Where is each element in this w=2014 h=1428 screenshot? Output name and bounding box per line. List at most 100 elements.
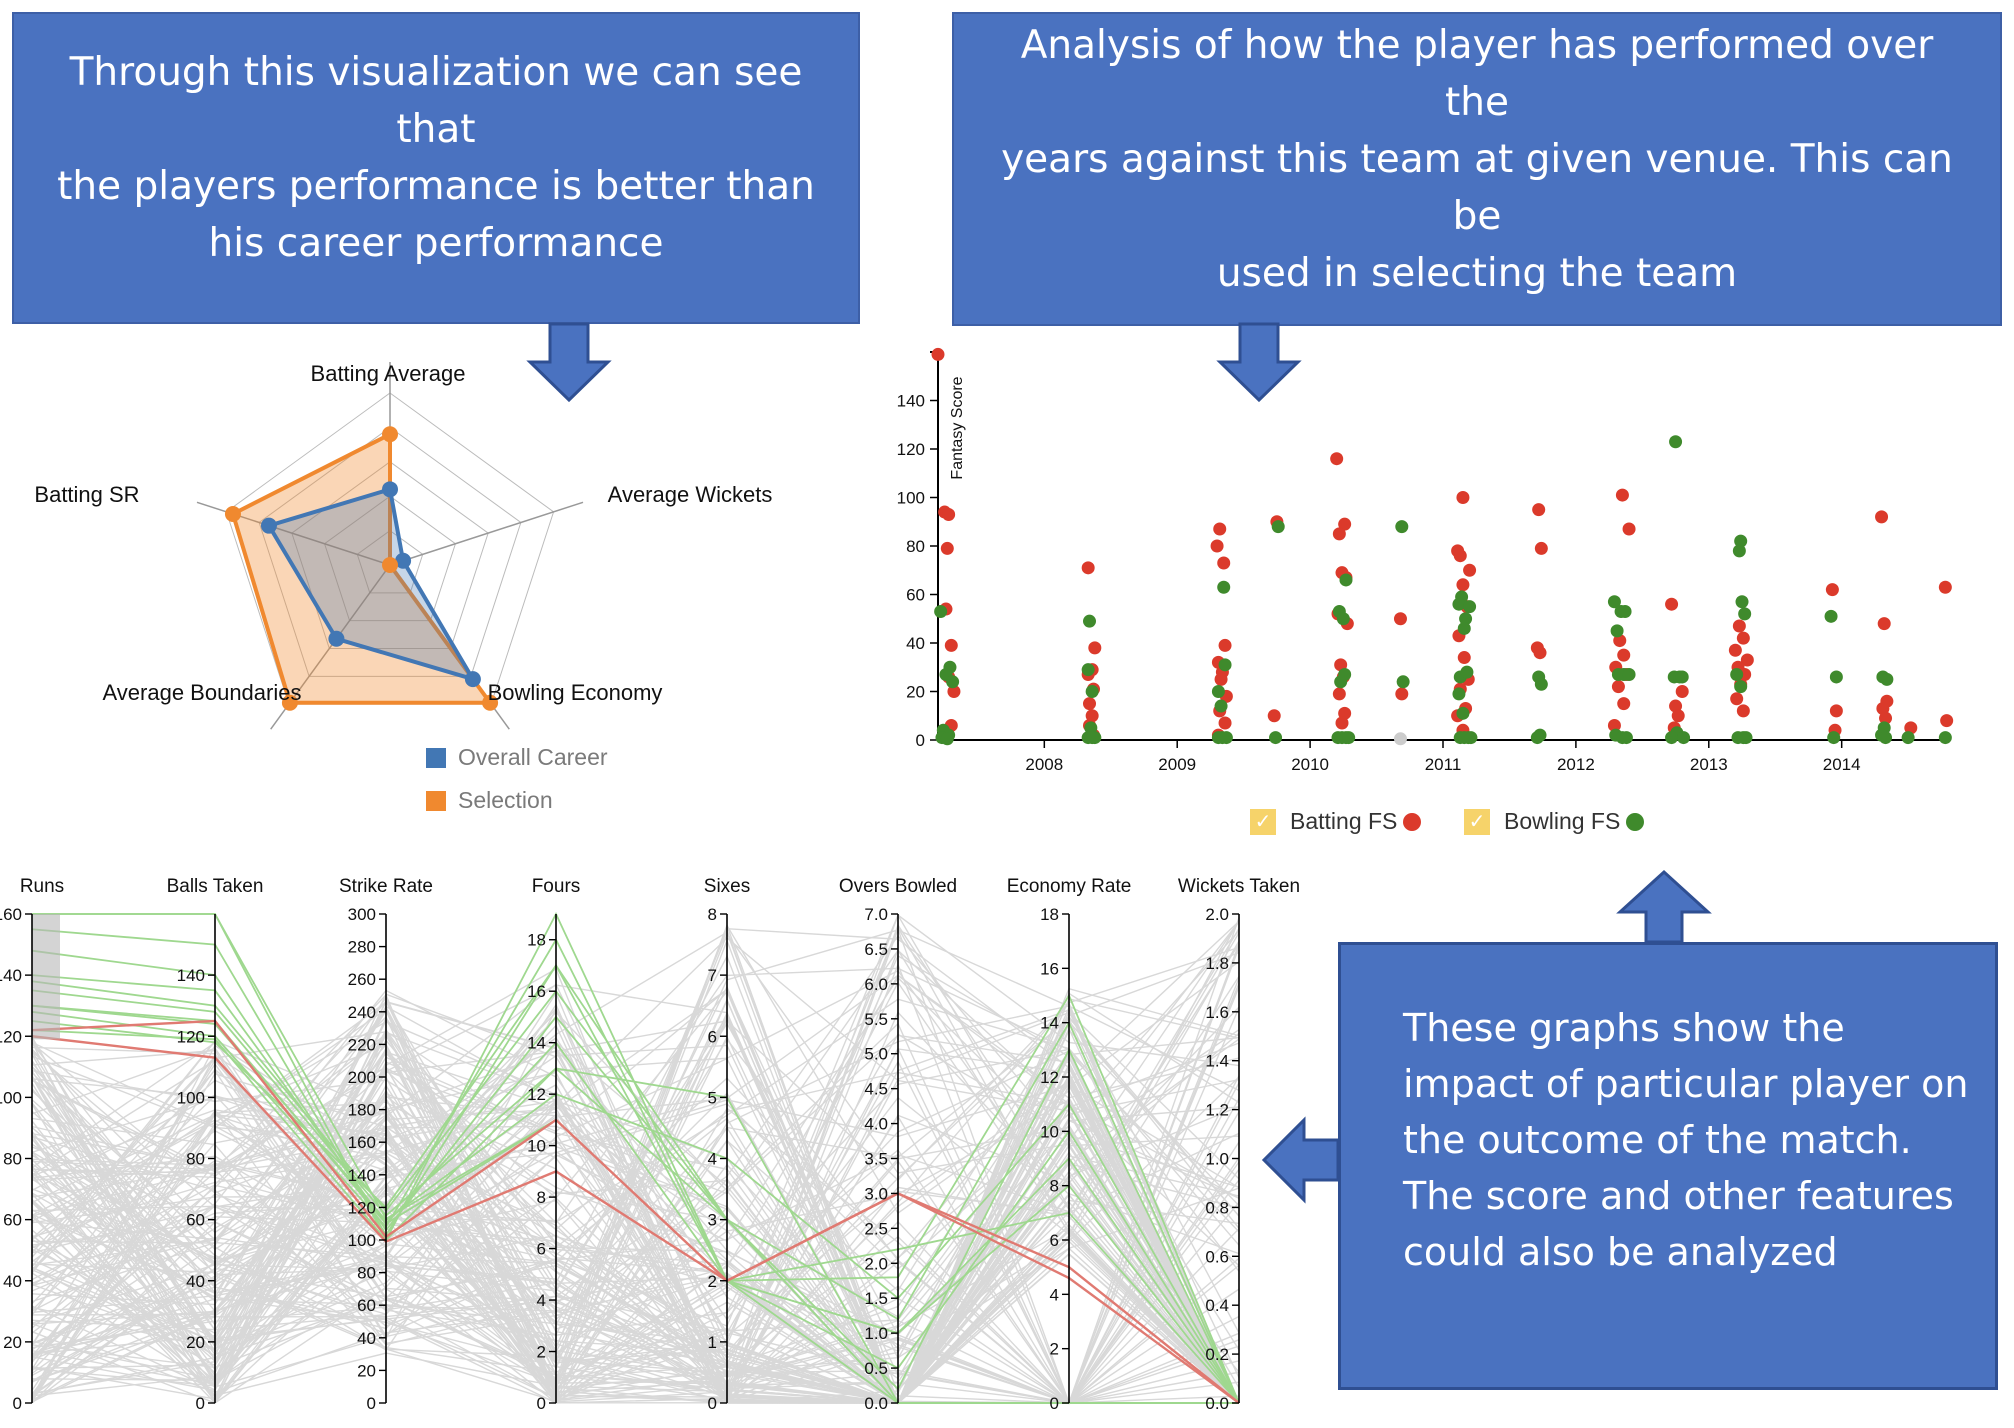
pc-tick-label: 8 <box>1050 1177 1059 1196</box>
scatter-point-bowling <box>1734 534 1748 548</box>
pc-axis-title: Sixes <box>704 876 750 897</box>
scatter-point-bowling <box>1827 731 1841 745</box>
pc-tick-label: 100 <box>177 1088 205 1107</box>
radar-area-1 <box>230 431 495 705</box>
radar-axis-label: Average Boundaries <box>103 680 302 705</box>
scatter-y-tick-label: 0 <box>916 731 925 750</box>
radar-grid-ring <box>323 495 457 622</box>
scatter-point-bowling <box>1336 612 1350 626</box>
scatter-point-bowling <box>1396 675 1410 689</box>
scatter-point-batting <box>1728 643 1742 657</box>
scatter-point-batting <box>942 507 956 521</box>
pc-tick-label: 10 <box>527 1137 546 1156</box>
pc-tick-label: 20 <box>357 1361 376 1380</box>
pc-tick-label: 120 <box>0 1027 22 1046</box>
scatter-point-bowling <box>1456 706 1470 720</box>
scatter-point-bowling <box>1619 731 1633 745</box>
pc-tick-label: 12 <box>1040 1068 1059 1087</box>
pc-tick-label: 200 <box>348 1068 376 1087</box>
legend-label-selection: Selection <box>458 787 553 813</box>
pc-highlighted-lines <box>31 1019 1240 1404</box>
scatter-x-tick-label: 2014 <box>1823 755 1861 774</box>
pc-tick-label: 12 <box>527 1085 546 1104</box>
pc-background-line <box>31 914 1240 1336</box>
legend-label-bowling: Bowling FS <box>1504 808 1621 834</box>
scatter-point-bowling <box>1732 544 1746 558</box>
checkbox-checked-icon[interactable]: ✓ <box>1464 808 1490 835</box>
scatter-point-batting <box>1332 687 1346 701</box>
scatter-point-bowling <box>1271 520 1285 534</box>
scatter-point-bowling <box>1735 595 1749 609</box>
pc-selected-line <box>31 937 1240 1404</box>
scatter-point-batting <box>1456 578 1470 592</box>
scatter-point-batting <box>944 638 958 652</box>
pc-background-line <box>31 1049 1240 1404</box>
pc-tick-label: 0 <box>196 1394 205 1413</box>
scatter-point-batting <box>1453 549 1467 563</box>
callout-parallel-text: These graphs show the impact of particul… <box>1403 1006 1969 1274</box>
pc-background-line <box>31 913 1240 1404</box>
pc-tick-label: 4 <box>1050 1285 1059 1304</box>
checkbox-checked-icon[interactable]: ✓ <box>1250 808 1276 835</box>
scatter-point-batting <box>1456 491 1470 504</box>
scatter-point-batting <box>1457 651 1471 665</box>
pc-selected-line <box>31 980 1240 1404</box>
pc-tick-label: 60 <box>357 1296 376 1315</box>
scatter-point-bowling <box>934 604 948 618</box>
scatter-point-bowling <box>1880 672 1894 686</box>
scatter-point-batting <box>1532 503 1546 517</box>
radar-point <box>464 671 481 688</box>
pc-background-line <box>31 928 1240 1405</box>
scatter-point-bowling <box>1675 670 1689 684</box>
scatter-point-batting <box>1607 718 1621 732</box>
scatter-point-batting <box>1877 617 1891 631</box>
scatter-chart: 0 20 40 60 80 100 120 140 2008 2009 2010 2011 2012 20… <box>897 347 1954 774</box>
pc-tick-label: 6.5 <box>864 940 888 959</box>
pc-background-line <box>31 974 1240 1404</box>
pc-background-line <box>31 1020 1240 1404</box>
pc-tick-label: 0.8 <box>1205 1198 1229 1217</box>
pc-tick-label: 180 <box>348 1101 376 1120</box>
legend-item-overall-career[interactable]: Overall Career <box>426 744 608 771</box>
scatter-point-batting <box>1335 716 1349 730</box>
legend-item-batting-fs[interactable]: ✓ Batting FS <box>1250 808 1422 835</box>
parallel-coordinates-chart: Runs020406080100120140160Balls Taken0204… <box>0 876 1300 1413</box>
pc-background-line <box>31 998 1240 1404</box>
legend-item-bowling-fs[interactable]: ✓ Bowling FS <box>1464 808 1645 835</box>
pc-tick-label: 80 <box>3 1150 22 1169</box>
scatter-point-batting <box>1088 641 1102 655</box>
pc-tick-label: 260 <box>348 970 376 989</box>
pc-background-line <box>31 976 1240 1392</box>
scatter-point-bowling <box>1395 520 1409 534</box>
scatter-point-batting <box>1463 563 1477 577</box>
batting-dot-icon <box>1403 812 1422 831</box>
legend-item-selection[interactable]: Selection <box>426 787 553 814</box>
scatter-point-batting <box>1615 488 1629 502</box>
radar-axis-label: Batting SR <box>34 482 139 507</box>
pc-background-line <box>31 917 1240 1404</box>
pc-tick-label: 4 <box>537 1291 546 1310</box>
radar-chart: Batting Average Average Wickets Bowling Ec… <box>34 361 772 730</box>
pc-tick-label: 18 <box>1040 905 1059 924</box>
scatter-point-bowling <box>1607 595 1621 609</box>
pc-tick-label: 4.0 <box>864 1115 888 1134</box>
radar-grid-ring <box>291 461 489 649</box>
pc-tick-label: 140 <box>348 1166 376 1185</box>
scatter-point-bowling <box>1829 670 1843 684</box>
pc-tick-label: 0.2 <box>1205 1345 1229 1364</box>
scatter-point-bowling <box>1460 665 1474 679</box>
pc-tick-label: 14 <box>1040 1014 1059 1033</box>
radar-axis-label: Batting Average <box>311 361 466 386</box>
scatter-point-batting <box>1879 711 1893 725</box>
pc-tick-label: 16 <box>527 982 546 1001</box>
pc-background-line <box>31 954 1240 1404</box>
scatter-point-bowling <box>1457 621 1471 635</box>
pc-background-line <box>31 1049 1240 1404</box>
scatter-x-tick-label: 2013 <box>1690 755 1728 774</box>
scatter-point-bowling <box>1879 731 1893 745</box>
scatter-point-bowling <box>1901 731 1915 745</box>
callout-parallel-insight: These graphs show the impact of particul… <box>1338 942 1998 1390</box>
scatter-y-tick-label: 120 <box>897 440 925 459</box>
scatter-point-bowling <box>1669 435 1683 449</box>
pc-tick-label: 0 <box>537 1394 546 1413</box>
